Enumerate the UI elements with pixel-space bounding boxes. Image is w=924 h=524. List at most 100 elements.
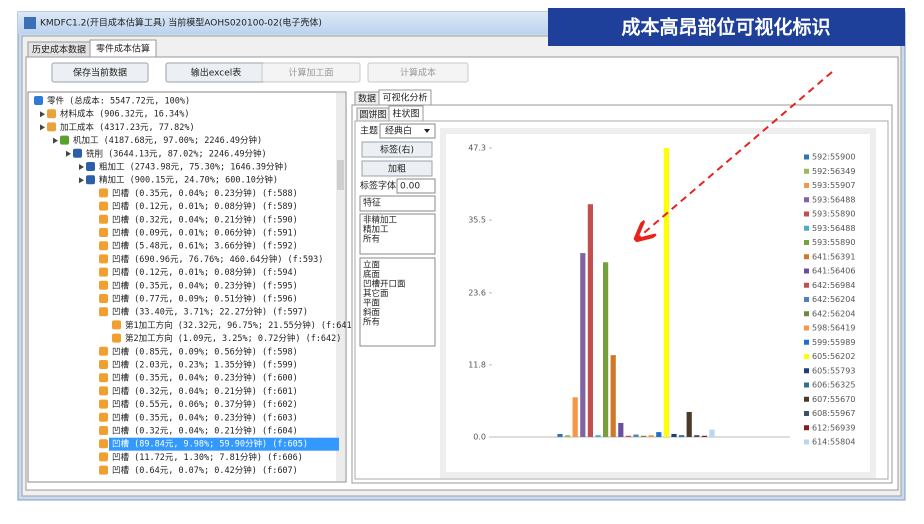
tree-row-label[interactable]: 凹槽 (11.72元, 1.30%; 7.81分钟) (f:606)	[112, 452, 303, 463]
legend-label: 606:56325	[812, 381, 855, 390]
expander[interactable]	[79, 164, 84, 170]
tree-icon	[60, 135, 69, 145]
button-label: 计算成本	[400, 67, 436, 79]
bar	[625, 435, 631, 437]
tree-row-label[interactable]: 凹槽 (2.03元, 0.23%; 1.35分钟) (f:599)	[112, 360, 298, 371]
list-item[interactable]: 其它面	[363, 288, 389, 299]
tree-row-label[interactable]: 凹槽 (0.12元, 0.01%; 0.08分钟) (f:594)	[112, 267, 298, 278]
expander[interactable]	[66, 150, 71, 157]
button-disabled[interactable]	[261, 62, 361, 83]
list-item[interactable]: 立面	[363, 260, 381, 271]
tree-row-label[interactable]: 零件 (总成本: 5547.72元, 100%)	[47, 96, 190, 107]
expander[interactable]	[40, 124, 45, 131]
tab-label: 可视化分析	[382, 92, 427, 104]
tree-icon	[99, 267, 108, 277]
tree-row-label[interactable]: 凹槽 (33.40元, 3.71%; 22.27分钟) (f:597)	[112, 307, 308, 318]
chart-area	[446, 134, 870, 472]
tree-row-label[interactable]: 凹槽 (0.12元, 0.01%; 0.08分钟) (f:589)	[112, 201, 298, 212]
scroll-thumb[interactable]	[337, 160, 344, 190]
expander[interactable]	[53, 137, 58, 144]
list-item[interactable]: 非精加工	[363, 215, 398, 226]
list-item[interactable]: 精加工	[363, 224, 389, 235]
legend-label: 593:55907	[812, 181, 855, 190]
legend-swatch	[804, 268, 809, 274]
expander[interactable]	[40, 111, 45, 118]
bar	[587, 204, 593, 437]
tree-row-label[interactable]: 凹槽 (0.85元, 0.09%; 0.56分钟) (f:598)	[112, 346, 298, 357]
tree-row-label[interactable]: 精加工 (900.15元, 24.70%; 600.10分钟)	[99, 175, 278, 186]
button[interactable]	[51, 62, 149, 83]
list-item[interactable]: 底面	[363, 269, 381, 280]
theme-value: 经典白	[385, 125, 412, 137]
tree-icon	[99, 386, 108, 396]
tree-icon	[73, 148, 82, 158]
legend-label: 605:56202	[812, 352, 855, 361]
machining-list[interactable]	[359, 213, 436, 255]
list-item[interactable]: 斜面	[363, 307, 381, 318]
theme-label: 主题	[360, 125, 378, 137]
tree-row-label[interactable]: 凹槽 (0.77元, 0.09%; 0.51分钟) (f:596)	[112, 294, 298, 305]
button-label: 标签(右)	[380, 144, 414, 156]
tree-row-label[interactable]: 凹槽 (690.96元, 76.76%; 460.64分钟) (f:593)	[112, 254, 323, 265]
legend-label: 592:55900	[812, 153, 855, 162]
tree-icon	[99, 294, 108, 303]
bar	[641, 435, 647, 437]
legend-label: 641:56406	[812, 267, 855, 276]
list-item[interactable]: 所有	[363, 234, 380, 245]
legend-swatch	[804, 211, 809, 217]
legend-swatch	[804, 183, 809, 188]
button-disabled[interactable]	[367, 62, 469, 83]
tree-icon	[99, 360, 108, 369]
tree-row-selected[interactable]	[109, 437, 339, 451]
dropdown-arrow	[424, 129, 430, 133]
tree-row-label[interactable]: 材料成本 (906.32元, 16.34%)	[60, 109, 190, 120]
legend-label: 614:55804	[812, 438, 855, 447]
bar	[565, 435, 571, 437]
legend-swatch	[804, 411, 809, 416]
legend-swatch	[804, 282, 809, 288]
scrollbar[interactable]	[336, 93, 345, 481]
list-item[interactable]: 平面	[363, 299, 381, 309]
legend-swatch	[804, 396, 809, 402]
list-item[interactable]: 凹槽开口面	[363, 279, 406, 290]
legend-swatch	[804, 339, 809, 345]
banner-text: 成本高昂部位可视化标识	[621, 16, 830, 39]
tree-row-label[interactable]: 第2加工方向 (1.09元, 3.25%; 0.72分钟) (f:642)	[125, 333, 341, 344]
banner	[548, 8, 905, 46]
tree-row-label[interactable]: 铣削 (3644.13元, 87.02%; 2246.49分钟)	[86, 148, 267, 159]
face-list[interactable]	[359, 257, 436, 347]
tree-row-label[interactable]: 粗加工 (2743.98元, 75.30%; 1646.39分钟)	[99, 162, 288, 173]
tree-icon	[99, 426, 108, 435]
tree-row-label[interactable]: 凹槽 (0.09元, 0.01%; 0.06分钟) (f:591)	[112, 228, 298, 239]
tree-icon	[34, 96, 43, 105]
tree-row-label[interactable]: 第1加工方向 (32.32元, 96.75%; 21.55分钟) (f:641)	[125, 320, 357, 331]
legend-label: 642:56204	[812, 295, 855, 304]
tree-row-label[interactable]: 凹槽 (0.35元, 0.04%; 0.23分钟) (f:600)	[112, 373, 298, 384]
tree: 零件 (总成本: 5547.72元, 100%) 材料成本 (906.32元, 1…	[34, 96, 357, 476]
tree-row-label[interactable]: 凹槽 (5.48元, 0.61%; 3.66分钟) (f:592)	[112, 241, 298, 252]
tree-row-label[interactable]: 凹槽 (0.32元, 0.04%; 0.21分钟) (f:604)	[112, 426, 298, 437]
list-item[interactable]: 所有	[363, 317, 380, 328]
tree-row-label[interactable]: 加工成本 (4317.23元, 77.82%)	[60, 122, 195, 133]
bar	[694, 435, 700, 437]
tree-row-label[interactable]: 凹槽 (0.35元, 0.04%; 0.23分钟) (f:603)	[112, 412, 298, 423]
font-spinner[interactable]	[396, 178, 436, 194]
tree-row-label[interactable]: 凹槽 (0.35元, 0.04%; 0.23分钟) (f:588)	[112, 188, 298, 199]
bar	[671, 433, 677, 437]
button[interactable]	[361, 141, 433, 158]
tree-row-label[interactable]: 机加工 (4187.68元, 97.00%; 2246.49分钟)	[73, 135, 262, 146]
tree-icon	[112, 320, 121, 330]
bar	[701, 435, 707, 437]
tree-icon	[99, 412, 108, 422]
bar	[580, 253, 586, 437]
tree-row-label[interactable]: 凹槽 (0.32元, 0.04%; 0.21分钟) (f:590)	[112, 214, 298, 225]
legend-label: 593:55890	[812, 238, 855, 247]
expander[interactable]	[79, 177, 84, 184]
tree-row-label[interactable]: 凹槽 (0.32元, 0.04%; 0.21分钟) (f:601)	[112, 386, 298, 397]
button[interactable]	[361, 160, 433, 177]
tree-row-label[interactable]: 凹槽 (0.64元, 0.07%; 0.42分钟) (f:607)	[112, 465, 298, 476]
tree-row-label[interactable]: 凹槽 (89.84元, 9.98%; 59.90分钟) (f:605)	[112, 439, 308, 450]
tree-row-label[interactable]: 凹槽 (0.55元, 0.06%; 0.37分钟) (f:602)	[112, 399, 298, 410]
tree-row-label[interactable]: 凹槽 (0.35元, 0.04%; 0.23分钟) (f:595)	[112, 280, 298, 291]
theme-dropdown[interactable]	[379, 123, 436, 139]
